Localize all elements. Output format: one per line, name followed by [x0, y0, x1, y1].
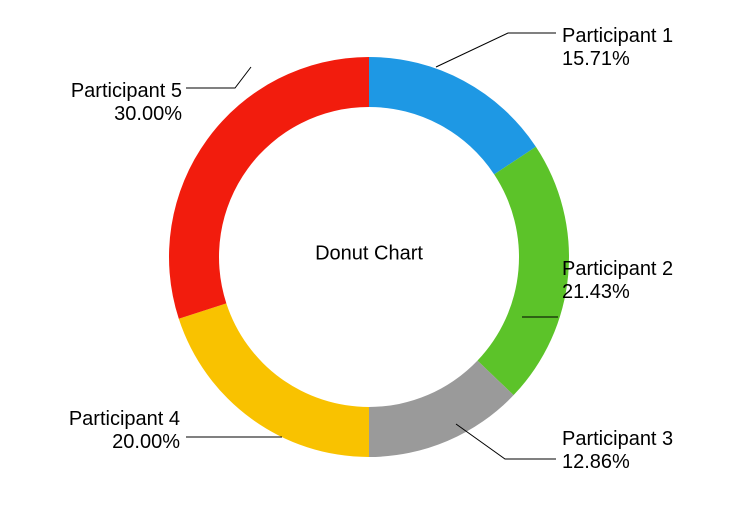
slice-label-name-1: Participant 1	[562, 25, 673, 47]
donut-chart-container: Donut Chart Participant 115.71% Participan…	[0, 0, 738, 520]
donut-slice-4	[179, 303, 369, 457]
donut-slice-1	[369, 57, 536, 174]
donut-slice-2	[477, 147, 569, 395]
slice-label-name-2: Participant 2	[562, 258, 673, 280]
leader-line-5	[186, 67, 251, 88]
slice-label-name-4: Participant 4	[69, 408, 180, 430]
donut-chart-svg: Donut Chart Participant 115.71% Participan…	[0, 0, 738, 520]
slice-label-percent-1: 15.71%	[562, 48, 630, 70]
slice-label-percent-4: 20.00%	[112, 431, 180, 453]
slice-label-percent-3: 12.86%	[562, 451, 630, 473]
leader-line-3	[456, 424, 556, 459]
slice-label-percent-5: 30.00%	[114, 103, 182, 125]
donut-slice-5	[169, 57, 369, 319]
chart-center-title: Donut Chart	[315, 242, 423, 264]
donut-slice-3	[369, 361, 514, 457]
slice-label-name-3: Participant 3	[562, 428, 673, 450]
slice-label-percent-2: 21.43%	[562, 281, 630, 303]
leader-line-1	[436, 33, 556, 67]
slice-label-name-5: Participant 5	[71, 80, 182, 102]
